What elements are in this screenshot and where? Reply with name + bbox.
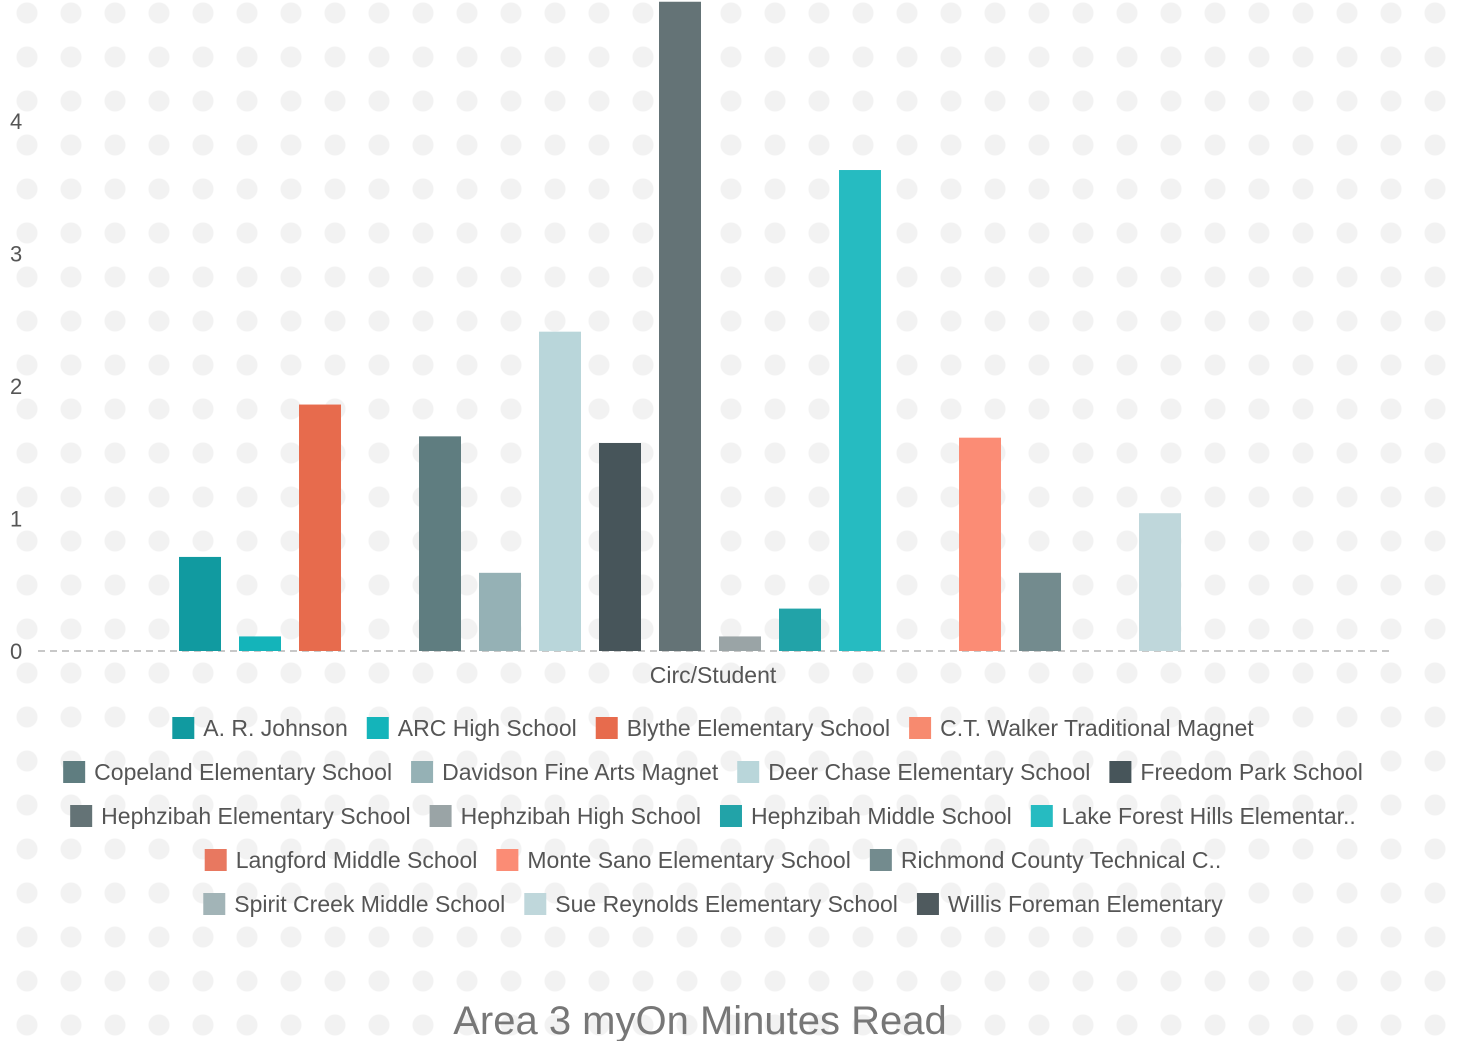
y-tick-label-4: 4 xyxy=(10,109,22,134)
bar-arc-high-school[interactable] xyxy=(239,636,281,651)
legend-swatch xyxy=(1030,805,1053,827)
legend-row: Hephzibah Elementary School Hephzibah Hig… xyxy=(70,803,1356,829)
legend-item[interactable]: C.T. Walker Traditional Magnet xyxy=(909,715,1254,741)
legend-swatch xyxy=(719,805,742,827)
bar-a-r-johnson[interactable] xyxy=(179,556,221,651)
legend-row: Langford Middle School Monte Sano Element… xyxy=(204,847,1221,873)
legend-swatch xyxy=(916,893,939,915)
y-tick-label-3: 3 xyxy=(10,242,22,267)
bar-richmond-county-technical-c[interactable] xyxy=(1019,572,1061,651)
legend-label: Spirit Creek Middle School xyxy=(234,891,505,917)
legend-item[interactable]: Deer Chase Elementary School xyxy=(737,759,1090,785)
bar-hephzibah-elementary-school[interactable] xyxy=(659,1,701,651)
chart-title: Area 3 myOn Minutes Read xyxy=(453,999,947,1041)
legend-label: Monte Sano Elementary School xyxy=(527,847,850,873)
legend-swatch xyxy=(737,761,760,783)
legend-swatch xyxy=(70,805,93,827)
legend-label: Hephzibah Middle School xyxy=(751,803,1012,829)
legend-label: Richmond County Technical C.. xyxy=(901,847,1221,873)
legend-item[interactable]: Willis Foreman Elementary xyxy=(916,891,1223,917)
bar-monte-sano-elementary-school[interactable] xyxy=(959,437,1001,651)
legend-label: Willis Foreman Elementary xyxy=(948,891,1223,917)
legend-label: Hephzibah High School xyxy=(461,803,701,829)
legend-swatch xyxy=(524,893,547,915)
legend-swatch xyxy=(204,849,227,871)
legend-swatch xyxy=(909,717,932,739)
y-tick-label-0: 0 xyxy=(10,639,22,664)
legend-item[interactable]: Davidson Fine Arts Magnet xyxy=(411,759,719,785)
bars-group xyxy=(179,1,1181,651)
legend-label: Hephzibah Elementary School xyxy=(101,803,410,829)
legend-item[interactable]: Sue Reynolds Elementary School xyxy=(524,891,898,917)
legend-swatch xyxy=(429,805,452,827)
legend-row: A. R. Johnson ARC High School Blythe Eleme… xyxy=(172,715,1254,741)
legend-item[interactable]: Spirit Creek Middle School xyxy=(203,891,505,917)
legend-item[interactable]: Monte Sano Elementary School xyxy=(496,847,851,873)
y-axis-ticks: 0 1 2 3 4 xyxy=(10,109,22,664)
bar-deer-chase-elementary-school[interactable] xyxy=(539,331,581,651)
legend-item[interactable]: Hephzibah Middle School xyxy=(719,803,1012,829)
bar-freedom-park-school[interactable] xyxy=(599,442,641,651)
legend-item[interactable]: Lake Forest Hills Elementar.. xyxy=(1030,803,1356,829)
bar-sue-reynolds-elementary-school[interactable] xyxy=(1139,513,1181,651)
legend-row: Copeland Elementary School Davidson Fine … xyxy=(63,759,1363,785)
legend-label: Blythe Elementary School xyxy=(627,715,890,741)
legend-swatch xyxy=(203,893,226,915)
legend-label: Sue Reynolds Elementary School xyxy=(555,891,898,917)
x-axis-title: Circ/Student xyxy=(650,662,777,688)
legend-label: Davidson Fine Arts Magnet xyxy=(442,759,719,785)
y-tick-label-1: 1 xyxy=(10,507,22,532)
bar-hephzibah-middle-school[interactable] xyxy=(779,608,821,651)
legend-label: Deer Chase Elementary School xyxy=(768,759,1090,785)
legend-item[interactable]: Hephzibah High School xyxy=(429,803,701,829)
bar-lake-forest-hills-elementar[interactable] xyxy=(839,170,881,651)
legend-item[interactable]: Hephzibah Elementary School xyxy=(70,803,411,829)
legend-swatch xyxy=(411,761,434,783)
bar-davidson-fine-arts-magnet[interactable] xyxy=(479,572,521,651)
bar-blythe-elementary-school[interactable] xyxy=(299,404,341,651)
legend-swatch xyxy=(63,761,86,783)
legend-item[interactable]: Copeland Elementary School xyxy=(63,759,392,785)
legend-item[interactable]: Richmond County Technical C.. xyxy=(869,847,1221,873)
legend-swatch xyxy=(366,717,389,739)
legend-item[interactable]: Blythe Elementary School xyxy=(595,715,890,741)
legend-label: C.T. Walker Traditional Magnet xyxy=(940,715,1254,741)
bar-hephzibah-high-school[interactable] xyxy=(719,636,761,651)
legend-label: Freedom Park School xyxy=(1140,759,1362,785)
legend-swatch xyxy=(595,717,618,739)
legend-label: Copeland Elementary School xyxy=(94,759,392,785)
legend-row: Spirit Creek Middle School Sue Reynolds E… xyxy=(203,891,1223,917)
legend-label: ARC High School xyxy=(398,715,577,741)
legend-item[interactable]: A. R. Johnson xyxy=(172,715,348,741)
legend-swatch xyxy=(172,717,195,739)
legend-item[interactable]: Freedom Park School xyxy=(1109,759,1363,785)
legend-swatch xyxy=(496,849,519,871)
legend: A. R. Johnson ARC High School Blythe Eleme… xyxy=(63,715,1363,917)
legend-label: A. R. Johnson xyxy=(203,715,347,741)
legend-label: Lake Forest Hills Elementar.. xyxy=(1062,803,1356,829)
y-tick-label-2: 2 xyxy=(10,374,22,399)
legend-item[interactable]: ARC High School xyxy=(366,715,577,741)
legend-swatch xyxy=(1109,761,1132,783)
legend-label: Langford Middle School xyxy=(236,847,478,873)
bar-copeland-elementary-school[interactable] xyxy=(419,436,461,651)
legend-swatch xyxy=(869,849,892,871)
legend-item[interactable]: Langford Middle School xyxy=(204,847,478,873)
